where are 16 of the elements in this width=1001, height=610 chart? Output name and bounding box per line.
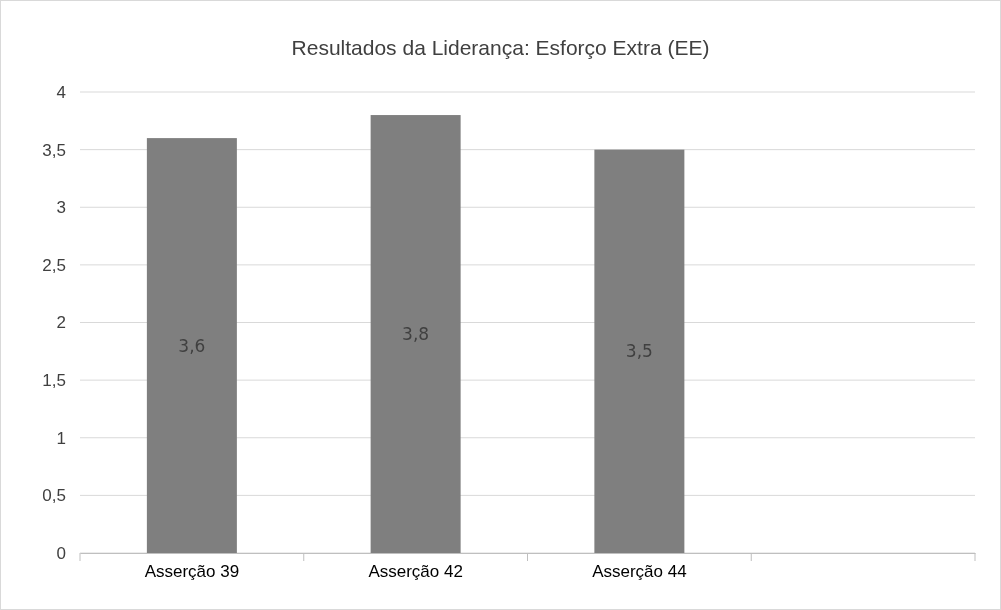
y-tick-label: 0,5	[42, 486, 66, 506]
data-label: 3,5	[625, 341, 653, 362]
y-tick-label: 3	[56, 198, 66, 218]
data-label: 3,6	[178, 335, 206, 356]
x-tick-label: Asserção 39	[144, 562, 240, 582]
chart-title: Resultados da Liderança: Esforço Extra (EE)	[291, 36, 710, 59]
y-tick-label: 1	[56, 428, 66, 448]
data-label: 3,8	[402, 324, 430, 345]
y-tick-label: 1,5	[42, 371, 66, 391]
x-tick-label: Asserção 44	[592, 562, 687, 582]
y-tick-label: 2,5	[42, 255, 66, 275]
y-tick-label: 3,5	[42, 140, 66, 160]
y-tick-label: 4	[56, 82, 66, 102]
x-tick-label: Asserção 42	[368, 562, 463, 582]
y-tick-label: 2	[56, 313, 66, 333]
y-tick-label: 0	[56, 543, 66, 563]
